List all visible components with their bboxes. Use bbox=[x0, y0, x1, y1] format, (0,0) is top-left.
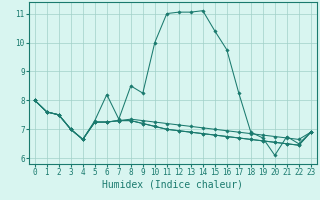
X-axis label: Humidex (Indice chaleur): Humidex (Indice chaleur) bbox=[102, 180, 243, 190]
